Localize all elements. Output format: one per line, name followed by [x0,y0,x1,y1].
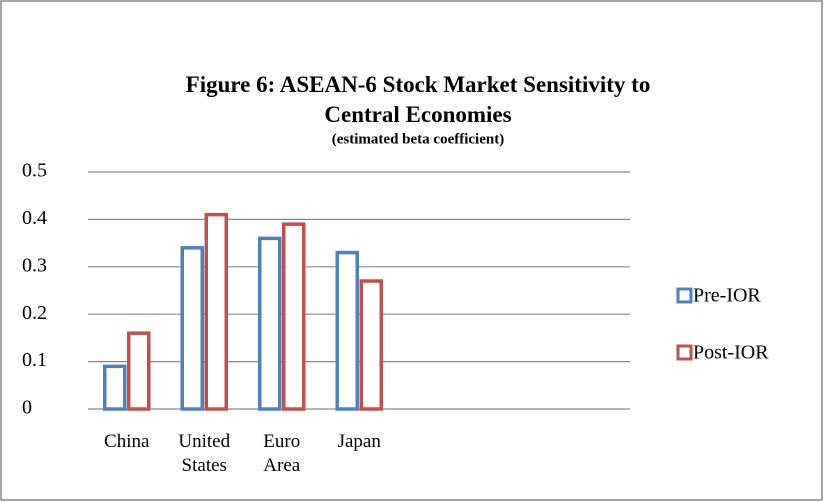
y-tick-label: 0.3 [22,254,47,276]
chart-title: Figure 6: ASEAN-6 Stock Market Sensitivi… [186,72,651,127]
bar [103,364,127,411]
bar [127,331,151,411]
y-tick-label: 0.4 [22,207,47,229]
bar [282,222,306,411]
bar [180,246,204,411]
chart-subtitle: (estimated beta coefficient) [332,131,504,147]
y-tick-label: 0.5 [22,160,47,182]
legend-swatch [676,344,693,361]
bar [258,236,282,411]
y-tick-label: 0.1 [22,349,47,371]
legend-label: Post-IOR [693,342,769,364]
x-tick-label: Japan [337,431,381,452]
x-tick-label: United States [178,431,231,476]
bar [335,250,359,411]
legend-swatch [676,287,693,304]
bar [204,212,228,411]
legend-label: Pre-IOR [693,285,761,307]
x-tick-label: China [104,431,150,452]
y-tick-label: 0 [22,397,32,419]
bar [359,279,383,411]
x-tick-label: Euro Area [263,431,301,476]
y-tick-label: 0.2 [22,302,47,324]
